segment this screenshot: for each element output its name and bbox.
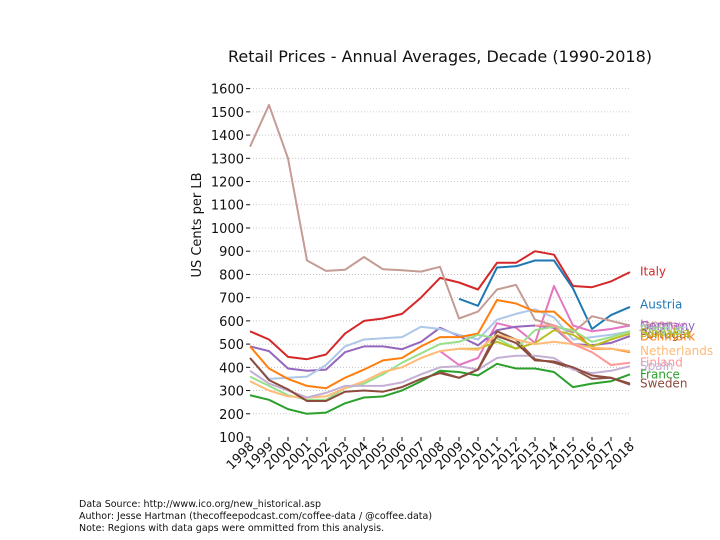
x-axis: 1998199920002001200220032004200520062007… bbox=[224, 437, 638, 473]
series-line-slovakia bbox=[459, 329, 631, 350]
y-tick-label: 300 bbox=[219, 385, 244, 400]
series-line-cyprus bbox=[249, 325, 631, 401]
series-line-denmark bbox=[249, 299, 631, 390]
end-label-sweden: Sweden bbox=[640, 377, 687, 391]
y-tick-label: 600 bbox=[219, 315, 244, 330]
end-label-japan: Japan bbox=[639, 317, 673, 331]
series-line-italy bbox=[249, 250, 631, 361]
series-line-france bbox=[249, 362, 631, 415]
series-line-austria bbox=[458, 259, 631, 330]
y-tick-label: 1600 bbox=[211, 83, 244, 98]
y-tick-label: 900 bbox=[219, 245, 244, 260]
y-axis-label: US Cents per LB bbox=[190, 172, 205, 277]
author-text: Author: Jesse Hartman (thecoffeepodcast.… bbox=[79, 511, 433, 522]
y-tick-label: 400 bbox=[219, 361, 244, 376]
end-label-denmark: Denmark bbox=[640, 330, 695, 344]
series-line-finland bbox=[535, 324, 631, 366]
y-axis: 100 200 300 400 500 600 700 800 900 1000 1100 1200 1… bbox=[211, 83, 250, 446]
y-tick-label: 200 bbox=[219, 408, 244, 423]
y-tick-label: 1100 bbox=[211, 199, 244, 214]
end-label-austria: Austria bbox=[640, 298, 682, 312]
y-tick-label: 1300 bbox=[211, 152, 244, 167]
legend-end-labels: Italy Austria JapanNorwayGermanyBelgiumPor… bbox=[639, 264, 713, 390]
y-tick-label: 700 bbox=[219, 292, 244, 307]
end-label-portugal: Portugal bbox=[640, 327, 690, 341]
series-line-belgium bbox=[249, 308, 631, 380]
y-tick-label: 1200 bbox=[211, 176, 244, 191]
series-line-netherlands bbox=[249, 333, 631, 399]
end-label-norway: Norway bbox=[640, 319, 686, 333]
gridlines bbox=[250, 88, 630, 415]
y-tick-label: 800 bbox=[219, 268, 244, 283]
data-source-text: Data Source: http://www.ico.org/new_hist… bbox=[79, 499, 322, 510]
end-label-slovakia: Slovakia bbox=[640, 326, 690, 340]
y-tick-label: 1500 bbox=[211, 106, 244, 121]
y-tick-label: 500 bbox=[219, 338, 244, 353]
end-label-spain: Spain bbox=[640, 359, 674, 373]
series-line-japan bbox=[249, 103, 631, 334]
end-label-netherlands: Netherlands bbox=[640, 344, 713, 358]
end-label-belgium: Belgium bbox=[640, 323, 689, 337]
chart-title: Retail Prices - Annual Averages, Decade … bbox=[228, 47, 652, 66]
footer-notes: Data Source: http://www.ico.org/new_hist… bbox=[79, 499, 432, 535]
end-label-italy: Italy bbox=[640, 264, 666, 278]
y-tick-label: 100 bbox=[219, 431, 244, 446]
end-label-germany: Germany bbox=[640, 319, 695, 333]
end-label-finland: Finland bbox=[640, 356, 683, 370]
note-text: Note: Regions with data gaps were ommitt… bbox=[79, 523, 385, 534]
series-lines bbox=[249, 103, 631, 415]
y-tick-label: 1000 bbox=[211, 222, 244, 237]
series-line-sweden bbox=[249, 335, 631, 402]
end-label-france: France bbox=[640, 367, 680, 381]
end-label-cyprus: Cyprus bbox=[640, 323, 682, 337]
y-tick-label: 1400 bbox=[211, 129, 244, 144]
